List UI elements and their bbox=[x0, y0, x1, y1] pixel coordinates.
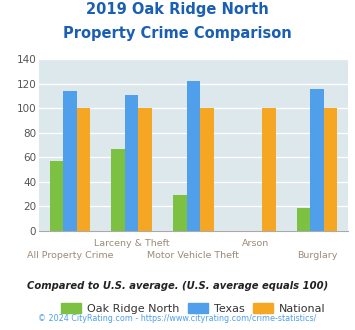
Bar bbox=[187, 82, 200, 231]
Bar bbox=[297, 208, 310, 231]
Text: All Property Crime: All Property Crime bbox=[27, 251, 113, 260]
Text: Compared to U.S. average. (U.S. average equals 100): Compared to U.S. average. (U.S. average … bbox=[27, 281, 328, 291]
Bar bbox=[262, 109, 275, 231]
Bar bbox=[138, 109, 152, 231]
Text: Burglary: Burglary bbox=[297, 251, 337, 260]
Bar bbox=[125, 95, 138, 231]
Bar bbox=[324, 109, 337, 231]
Bar bbox=[173, 195, 187, 231]
Bar bbox=[111, 149, 125, 231]
Text: Motor Vehicle Theft: Motor Vehicle Theft bbox=[147, 251, 240, 260]
Bar bbox=[200, 109, 214, 231]
Legend: Oak Ridge North, Texas, National: Oak Ridge North, Texas, National bbox=[57, 298, 330, 318]
Text: Property Crime Comparison: Property Crime Comparison bbox=[63, 26, 292, 41]
Bar bbox=[310, 89, 324, 231]
Bar bbox=[77, 109, 90, 231]
Text: Arson: Arson bbox=[242, 239, 269, 248]
Bar bbox=[50, 161, 63, 231]
Text: Larceny & Theft: Larceny & Theft bbox=[94, 239, 170, 248]
Text: © 2024 CityRating.com - https://www.cityrating.com/crime-statistics/: © 2024 CityRating.com - https://www.city… bbox=[38, 314, 317, 323]
Text: 2019 Oak Ridge North: 2019 Oak Ridge North bbox=[86, 2, 269, 16]
Bar bbox=[63, 91, 77, 231]
